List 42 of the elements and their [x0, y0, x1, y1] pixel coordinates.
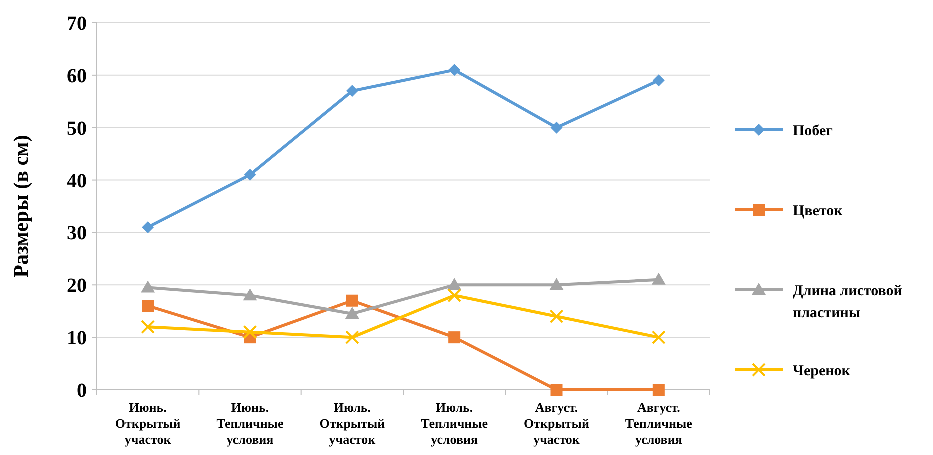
y-tick-label: 30: [67, 222, 87, 245]
point: [448, 332, 461, 344]
point: [141, 320, 156, 334]
point: [652, 272, 666, 285]
point: [550, 310, 564, 324]
point: [345, 330, 360, 345]
y-tick-label: 60: [67, 65, 87, 88]
point: [345, 306, 360, 319]
point: [141, 280, 156, 293]
y-tick-label: 0: [77, 380, 87, 402]
x-tick-label: Август. Тепличные условия: [625, 400, 693, 447]
point: [652, 330, 666, 345]
y-axis-title: Размеры (в см): [9, 135, 33, 278]
y-tick-label: 10: [67, 328, 87, 350]
y-tick-label: 50: [67, 118, 87, 140]
legend-label: Цветок: [793, 203, 844, 220]
point: [142, 300, 154, 312]
legend-label: Черенок: [793, 363, 851, 380]
point: [346, 85, 358, 98]
point: [142, 221, 154, 234]
x-tick-label: Июнь. Тепличные условия: [216, 400, 284, 447]
legend-label: Побег: [793, 123, 834, 140]
point: [550, 278, 564, 290]
y-tick-label: 70: [67, 13, 87, 35]
y-tick-label: 20: [67, 275, 87, 298]
y-tick-label: 40: [67, 170, 87, 192]
point: [243, 288, 258, 301]
point: [448, 278, 462, 290]
x-tick-label: Июнь. Открытый участок: [115, 400, 182, 447]
point: [346, 294, 358, 307]
point: [652, 74, 665, 87]
x-tick-label: Август. Открытый участок: [524, 400, 590, 447]
legend-label: Длина листовой пластины: [793, 283, 903, 322]
x-tick-label: Июль. Тепличные условия: [421, 400, 488, 447]
point: [244, 169, 256, 182]
point: [550, 384, 563, 396]
point: [243, 325, 258, 340]
point: [448, 64, 461, 76]
point: [448, 288, 462, 303]
point: [550, 122, 563, 134]
point: [652, 384, 665, 396]
x-tick-label: Июль. Открытый участок: [320, 400, 386, 447]
